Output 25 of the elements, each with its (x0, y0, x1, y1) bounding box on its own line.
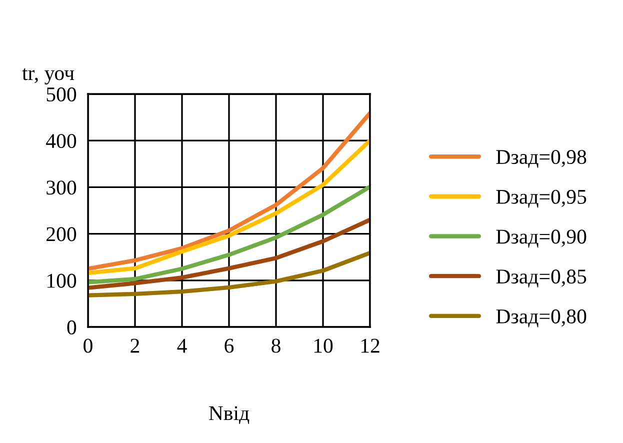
legend-label: Dзад=0,98 (496, 150, 586, 168)
y-tick-label: 300 (46, 180, 76, 195)
x-tick-label: 2 (130, 338, 140, 353)
y-tick-label: 200 (46, 227, 76, 242)
y-tick-label: 500 (46, 87, 76, 102)
x-tick-label: 12 (361, 338, 380, 353)
x-tick-label: 4 (177, 338, 187, 353)
line-series (88, 184, 370, 284)
x-tick-label: 10 (314, 338, 333, 353)
x-tick-label: 8 (272, 338, 280, 353)
y-tick-label: 0 (67, 320, 76, 334)
line-series (88, 138, 370, 276)
line-series (88, 111, 370, 271)
line-series (88, 250, 370, 298)
y-tick-label: 400 (46, 134, 76, 148)
line-series (88, 218, 370, 290)
legend-label: Dзад=0,80 (496, 309, 586, 328)
legend-label: Dзад=0,95 (496, 190, 586, 208)
y-tick-label: 100 (47, 274, 76, 288)
legend-label: Dзад=0,90 (496, 230, 586, 248)
x-tick-label: 6 (224, 338, 234, 353)
legend-label: Dзад=0,85 (496, 270, 586, 288)
x-tick-label: 0 (84, 338, 92, 353)
y-axis-title: tr, уоч (22, 68, 74, 84)
x-axis-title: Nвід (208, 406, 250, 424)
